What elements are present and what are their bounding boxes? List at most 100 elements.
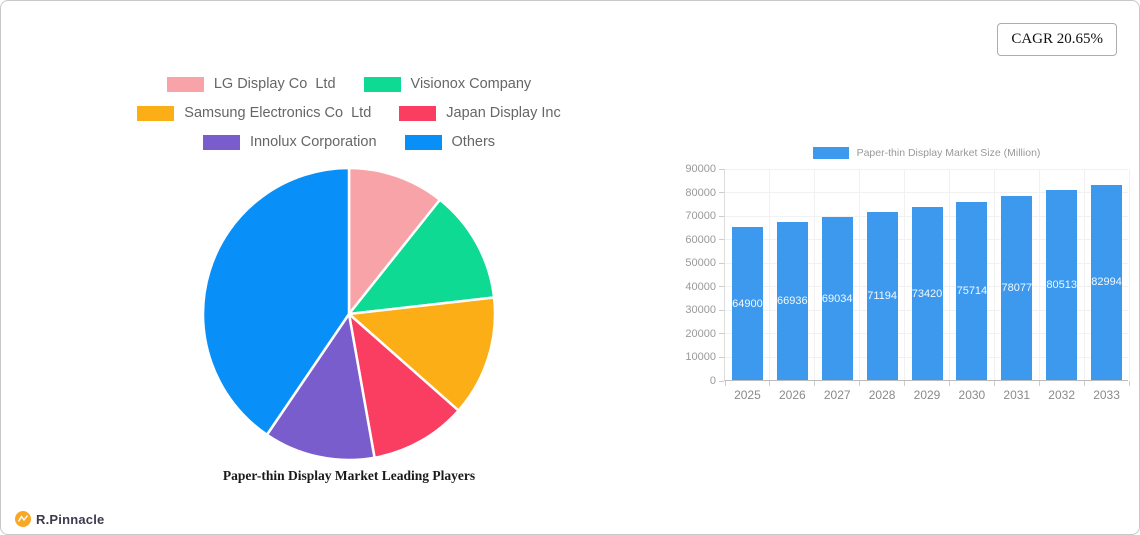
x-axis-tick [904, 381, 906, 386]
pie-chart-svg [201, 166, 497, 462]
y-axis-label: 80000 [685, 186, 716, 199]
legend-swatch-icon [166, 76, 204, 92]
y-axis-label: 30000 [685, 304, 716, 317]
bar-value-label: 82994 [1091, 276, 1122, 289]
legend-item-3[interactable]: Samsung Electronics Co Ltd [137, 105, 371, 121]
y-axis-tick [719, 168, 724, 170]
x-axis-label: 2025 [734, 388, 761, 402]
pie-slice-lg-display-co-ltd[interactable] [347, 166, 442, 316]
y-axis-label: 60000 [685, 233, 716, 246]
legend-item-1[interactable]: LG Display Co Ltd [166, 76, 336, 92]
bar-value-label: 73420 [911, 287, 943, 300]
x-axis-label: 2028 [868, 388, 896, 402]
gridline-horizontal [725, 168, 1128, 170]
legend-item-4[interactable]: Japan Display Inc [399, 105, 561, 121]
x-axis-label: 2027 [823, 388, 851, 402]
x-axis-tick [948, 381, 950, 386]
bar-chart: 0 10000 20000 30000 40000 50000 60000 70000 8000… [685, 163, 1130, 402]
pie-chart-title: Paper-thin Display Market Leading Player… [222, 468, 476, 483]
y-axis-label: 90000 [685, 163, 716, 175]
x-axis-tick [1038, 381, 1040, 386]
bar-value-label: 78077 [1001, 282, 1033, 295]
x-axis-tick [769, 381, 771, 386]
gridline-vertical [1083, 169, 1085, 380]
legend-swatch-icon [404, 134, 442, 150]
bar-2028[interactable]: 71194 [866, 212, 898, 380]
legend-label: Visionox Company [410, 76, 532, 92]
x-axis-tick [1083, 381, 1085, 386]
bar-value-label: 80513 [1046, 279, 1077, 292]
y-axis-tick [719, 192, 724, 194]
legend-swatch-icon [399, 105, 437, 121]
gridline-vertical [904, 169, 906, 380]
pie-slice-japan-display-inc[interactable] [347, 312, 460, 459]
gridline-vertical [993, 169, 995, 380]
bar-2031[interactable]: 78077 [1001, 196, 1033, 380]
legend-label: Japan Display Inc [446, 105, 561, 121]
x-axis-tick [724, 381, 726, 386]
legend-swatch-icon [363, 76, 401, 92]
bar-legend-label: Paper-thin Display Market Size (Million) [856, 147, 1041, 159]
legend-item-6[interactable]: Others [404, 134, 496, 150]
x-axis-label: 2033 [1093, 388, 1120, 402]
legend-label: Innolux Corporation [249, 134, 377, 150]
y-axis-tick [719, 333, 724, 335]
bar-value-label: 64900 [732, 297, 763, 310]
y-axis-tick [719, 239, 724, 241]
y-axis-tick [719, 286, 724, 288]
bar-2026[interactable]: 66936 [776, 222, 808, 380]
legend-label: Others [451, 134, 496, 150]
x-axis-label: 2030 [958, 388, 986, 402]
x-axis-tick [1128, 381, 1130, 386]
legend-label: Samsung Electronics Co Ltd [184, 105, 372, 121]
bar-2025[interactable]: 64900 [731, 227, 763, 380]
legend-item-2[interactable]: Visionox Company [363, 76, 532, 92]
x-axis-tick [993, 381, 995, 386]
x-axis-tick [859, 381, 861, 386]
brand-name: R.Pinnacle [36, 511, 105, 527]
bar-2032[interactable]: 80513 [1046, 190, 1078, 380]
bar-value-label: 75714 [956, 284, 988, 297]
pie-chart [199, 164, 499, 464]
bar-value-label: 66936 [777, 295, 808, 308]
bar-legend-swatch-icon [812, 147, 849, 159]
pie-slice-others[interactable] [201, 166, 351, 436]
legend-swatch-icon [202, 134, 240, 150]
legend-swatch-icon [137, 105, 175, 121]
bar-legend[interactable]: Paper-thin Display Market Size (Million) [724, 147, 1129, 159]
y-axis-tick [719, 215, 724, 217]
x-axis-label: 2032 [1048, 388, 1076, 402]
cagr-badge: CAGR 20.65% [997, 23, 1117, 56]
x-axis-label: 2026 [778, 388, 806, 402]
bar-value-label: 71194 [867, 290, 897, 303]
bar-2029[interactable]: 73420 [911, 207, 943, 380]
y-axis-tick [719, 262, 724, 264]
pie-slice-visionox-company[interactable] [347, 198, 496, 316]
y-axis-label: 50000 [685, 257, 716, 270]
y-axis-tick [719, 380, 724, 382]
gridline-vertical [948, 169, 950, 380]
gridline-vertical [769, 169, 771, 380]
gridline-horizontal [725, 192, 1128, 194]
gridline-vertical [1038, 169, 1040, 380]
bar-2027[interactable]: 69034 [821, 217, 853, 380]
pie-slice-samsung-electronics-co-ltd[interactable] [347, 296, 497, 412]
gridline-vertical [814, 169, 816, 380]
y-axis-tick [719, 356, 724, 358]
pie-legend: LG Display Co Ltd Visionox Company Samsung… [79, 76, 619, 150]
y-axis-tick [719, 309, 724, 311]
legend-item-5[interactable]: Innolux Corporation [202, 134, 377, 150]
pie-slice-innolux-corporation[interactable] [265, 312, 376, 462]
x-axis-tick [814, 381, 816, 386]
x-axis-label: 2031 [1003, 388, 1031, 402]
gridline-vertical [859, 169, 861, 380]
bar-value-label: 69034 [821, 292, 853, 305]
bar-2030[interactable]: 75714 [956, 201, 988, 380]
bar-2033[interactable]: 82994 [1091, 184, 1123, 380]
legend-label: LG Display Co Ltd [213, 76, 336, 92]
y-axis-label: 0 [709, 375, 716, 387]
brand-logo: R.Pinnacle [15, 511, 104, 527]
y-axis-label: 70000 [685, 210, 716, 223]
y-axis-label: 40000 [685, 280, 716, 293]
